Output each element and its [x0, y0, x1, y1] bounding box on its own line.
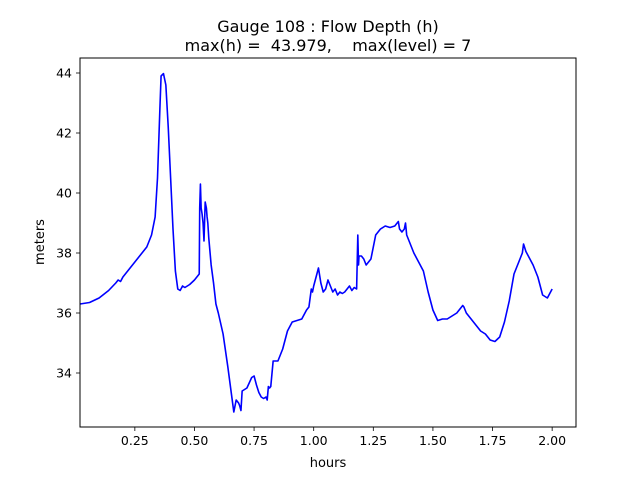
- flow-depth-line: [79, 72, 553, 413]
- x-tick-label: 2.00: [538, 433, 566, 448]
- y-tick-label: 44: [56, 66, 72, 81]
- x-tick-label: 0.50: [181, 433, 209, 448]
- y-tick-label: 42: [56, 126, 72, 141]
- chart-title-line2: max(h) = 43.979, max(level) = 7: [185, 36, 472, 55]
- x-tick-label: 1.25: [359, 433, 387, 448]
- y-axis-ticks: 34 36 38 40 42 44: [56, 66, 80, 381]
- series-layer: [79, 72, 553, 413]
- x-axis-ticks: 0.25 0.50 0.75 1.00 1.25 1.50 1.75 2.00: [121, 427, 566, 448]
- x-tick-label: 0.75: [240, 433, 268, 448]
- y-tick-label: 36: [56, 306, 72, 321]
- x-tick-label: 1.50: [419, 433, 447, 448]
- x-axis-label: hours: [310, 456, 347, 471]
- chart-title-line1: Gauge 108 : Flow Depth (h): [217, 17, 439, 36]
- y-axis-label: meters: [33, 219, 48, 265]
- y-tick-label: 40: [56, 186, 72, 201]
- plot-area: [80, 58, 576, 427]
- y-tick-label: 38: [56, 246, 72, 261]
- x-tick-label: 0.25: [121, 433, 149, 448]
- x-tick-label: 1.75: [479, 433, 507, 448]
- x-tick-label: 1.00: [300, 433, 328, 448]
- axes-frame: [79, 57, 577, 428]
- y-tick-label: 34: [56, 366, 72, 381]
